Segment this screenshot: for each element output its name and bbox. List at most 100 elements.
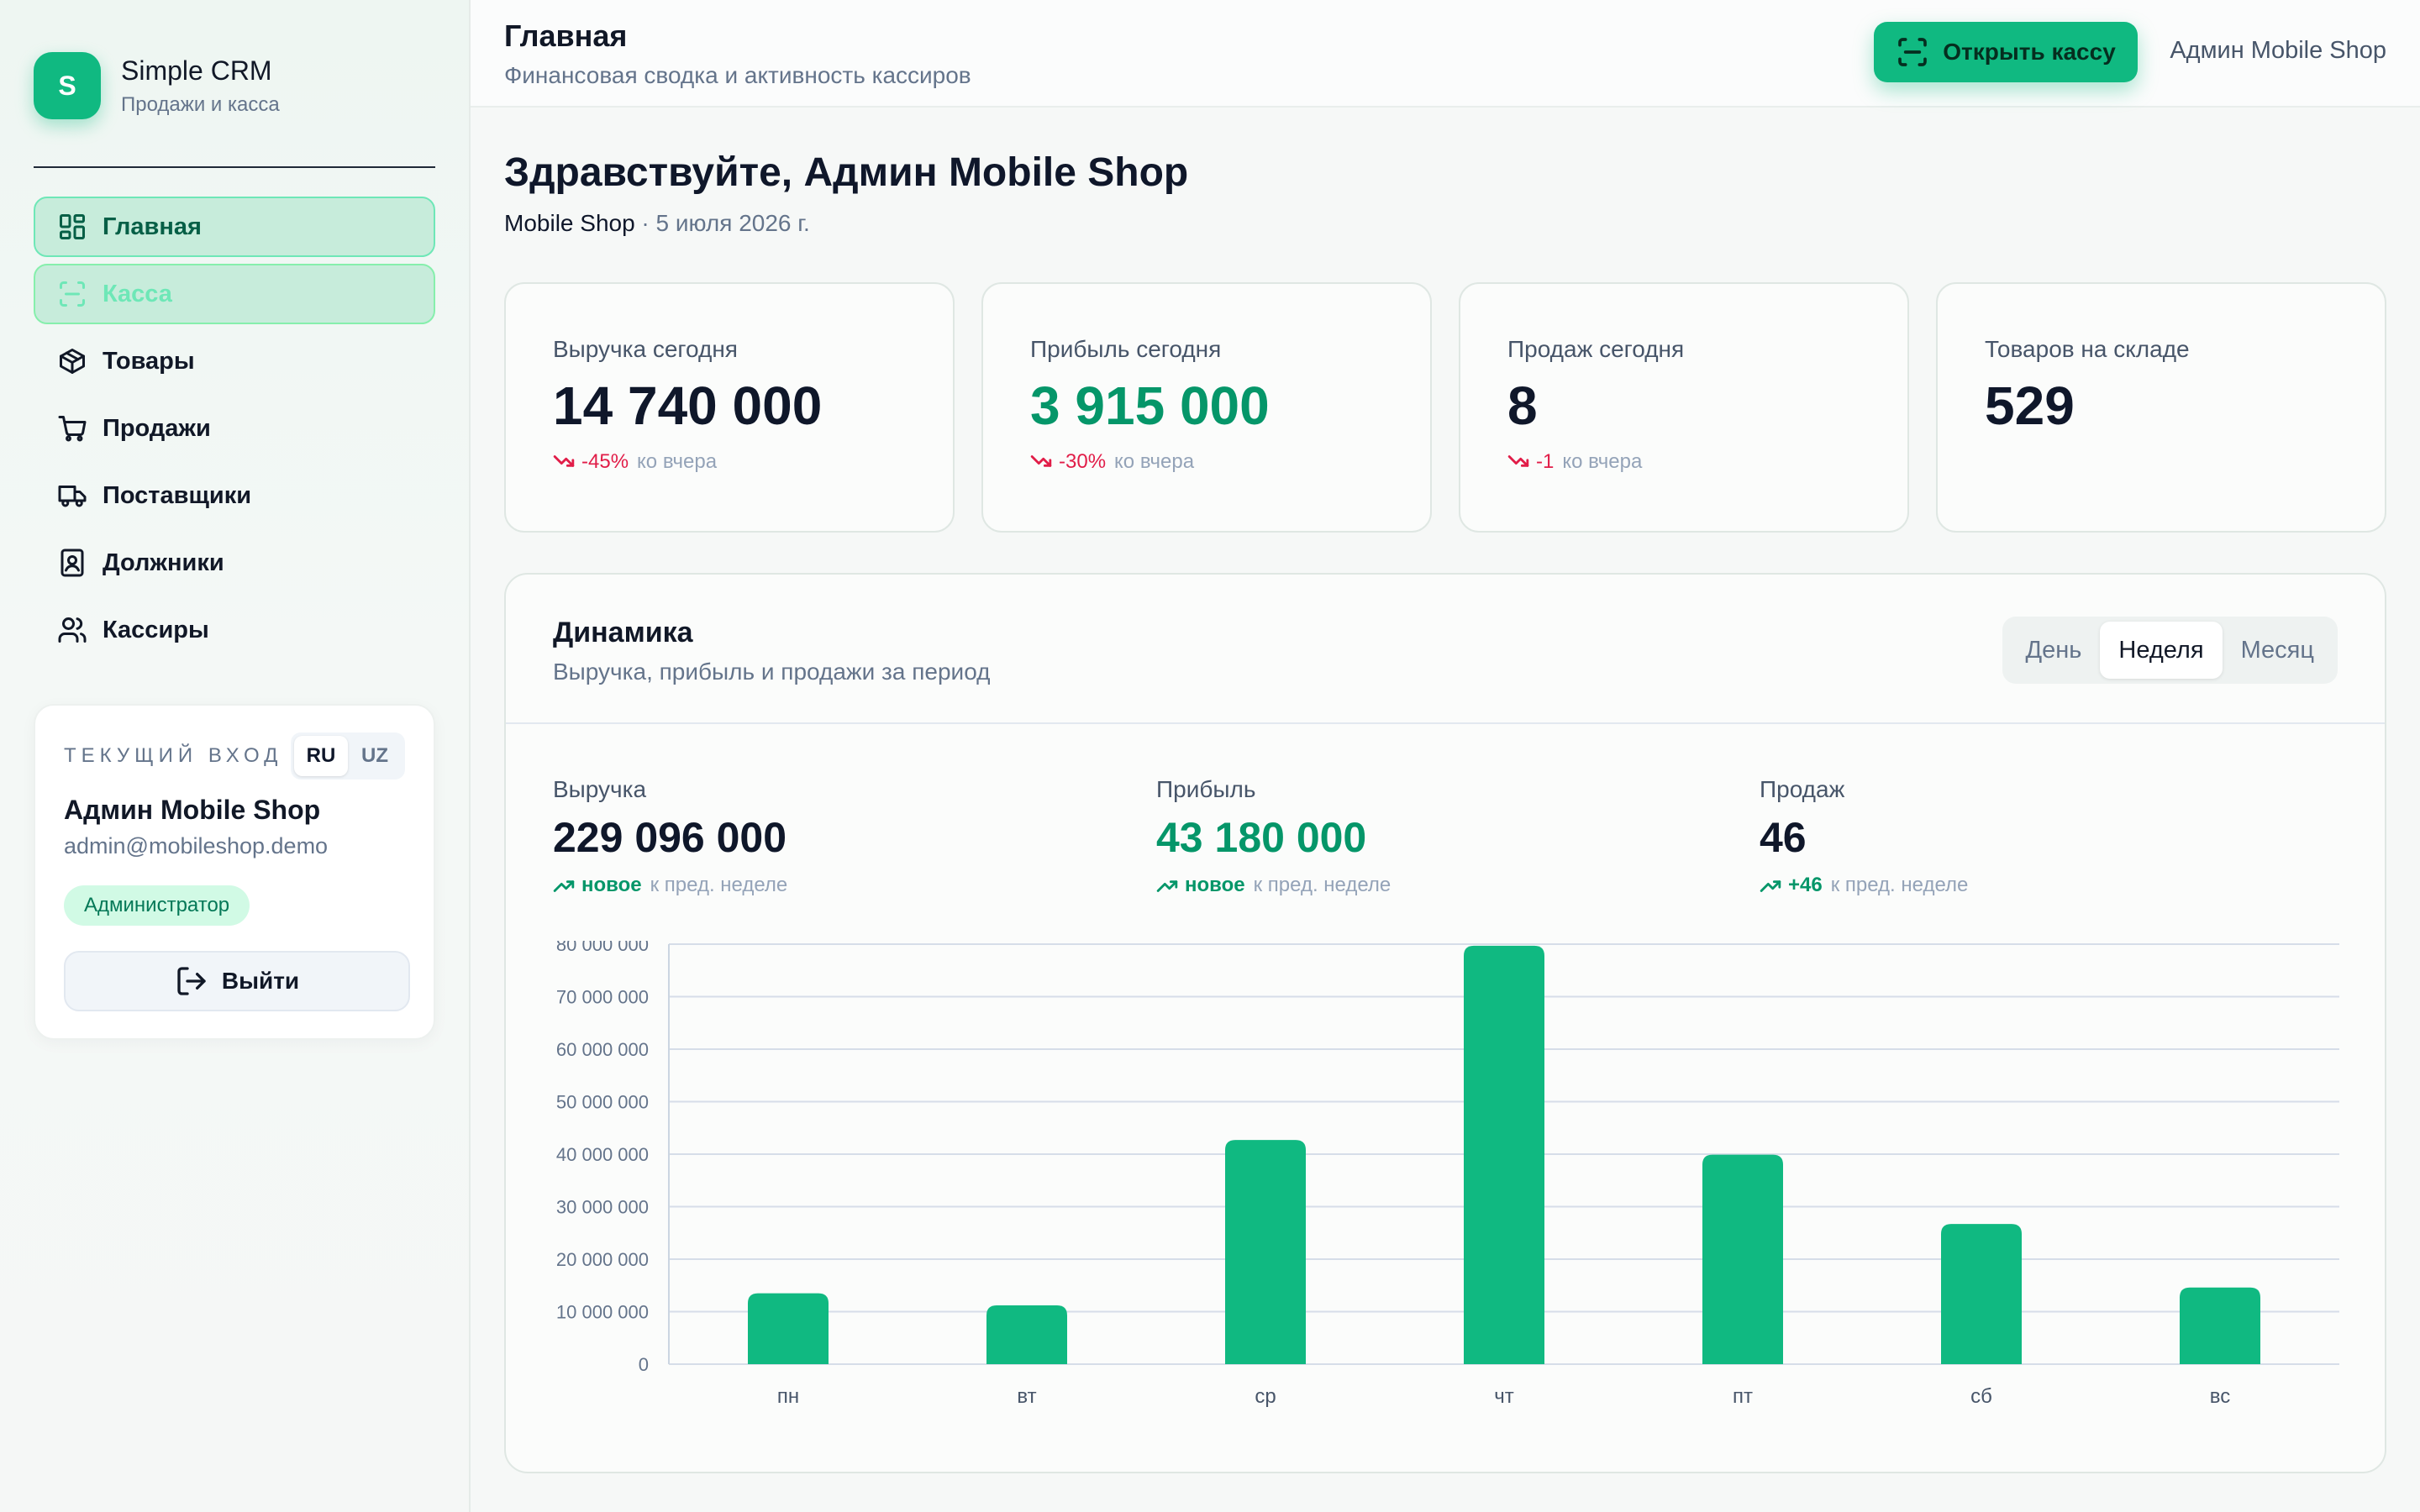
y-tick-label: 80 000 000 [556,941,649,955]
summary-delta-text: к пред. неделе [650,874,788,896]
sidebar-item-debtors[interactable]: Должники [34,533,435,593]
stat-delta-text: ко вчера [1562,450,1643,473]
stat-card-revenue: Выручка сегодня 14 740 000 -45% ко вчера [504,282,955,533]
brand-subtitle: Продажи и касса [121,92,280,116]
open-cash-button[interactable]: Открыть кассу [1874,22,2138,82]
x-tick-label: вс [2210,1385,2230,1408]
stat-label: Прибыль сегодня [1030,336,1222,362]
bar-пт[interactable] [1702,1154,1783,1364]
y-tick-label: 60 000 000 [556,1039,649,1060]
y-tick-label: 30 000 000 [556,1197,649,1218]
language-switch: RU UZ [291,732,405,780]
summary-sales: Продаж 46 +46 к пред. неделе [1760,776,1968,897]
current-date: · 5 июля 2026 г. [634,210,810,236]
sidebar-item-suppliers[interactable]: Поставщики [34,465,435,526]
current-login-card: ТЕКУЩИЙ ВХОД RU UZ Админ Mobile Shop adm… [34,704,435,1040]
summary-value: 229 096 000 [553,814,787,861]
dynamics-subtitle: Выручка, прибыль и продажи за период [553,659,991,685]
trend-up-icon [1156,880,1178,892]
y-tick-label: 50 000 000 [556,1092,649,1113]
summary-delta: новое к пред. неделе [553,874,787,897]
period-month-tab[interactable]: Месяц [2240,636,2314,664]
stat-delta: -30% ко вчера [1030,450,1194,474]
language-ru-button[interactable]: RU [294,736,348,776]
y-tick-label: 70 000 000 [556,987,649,1008]
period-switch: День Неделя Месяц [2002,617,2338,684]
x-tick-label: ср [1255,1385,1276,1408]
y-tick-label: 10 000 000 [556,1302,649,1323]
sidebar-item-label: Кассиры [103,616,209,643]
summary-label: Продаж [1760,776,1845,802]
bar-пн[interactable] [748,1293,829,1364]
summary-delta-text: к пред. неделе [1253,874,1392,896]
sidebar-item-products[interactable]: Товары [34,331,435,391]
stat-delta-text: ко вчера [637,450,718,473]
stat-label: Выручка сегодня [553,336,738,362]
login-caption: ТЕКУЩИЙ ВХОД [64,744,283,767]
stat-delta-value: -45% [581,450,629,473]
weekly-bar-chart: 0 10 000 000 20 000 000 30 000 000 40 000 00… [556,941,2339,1408]
stat-delta-value: -1 [1536,450,1555,473]
summary-label: Прибыль [1156,776,1256,802]
period-week-tab[interactable]: Неделя [2100,622,2223,679]
trend-down-icon [553,455,575,467]
logout-button[interactable]: Выйти [64,951,410,1011]
sidebar-item-cashiers[interactable]: Кассиры [34,600,435,660]
bar-чт[interactable] [1464,945,1544,1364]
summary-delta-value: новое [1185,874,1245,896]
brand[interactable]: S Simple CRM Продажи и касса [34,52,280,119]
stat-label: Продаж сегодня [1507,336,1685,362]
summary-delta-value: новое [581,874,642,896]
x-tick-label: сб [1970,1385,1992,1408]
greeting-title: Здравствуйте, Админ Mobile Shop [504,150,1189,195]
top-user-name[interactable]: Админ Mobile Shop [2170,37,2386,64]
x-tick-label: чт [1494,1385,1514,1408]
summary-profit: Прибыль 43 180 000 новое к пред. неделе [1156,776,1391,897]
x-tick-label: пт [1733,1385,1753,1408]
sidebar-item-label: Товары [103,347,195,375]
bar-ср[interactable] [1225,1140,1306,1364]
y-tick-label: 20 000 000 [556,1249,649,1270]
users-icon [55,613,89,647]
x-tick-label: вт [1017,1385,1036,1408]
page-subtitle: Финансовая сводка и активность кассиров [504,62,971,88]
contact-book-icon [55,546,89,580]
summary-value: 43 180 000 [1156,814,1367,861]
stat-value: 8 [1507,375,1538,436]
x-tick-label: пн [777,1385,799,1408]
topbar: Главная Финансовая сводка и активность к… [471,0,2420,108]
stat-delta-value: -30% [1059,450,1107,473]
role-badge: Администратор [64,885,250,926]
summary-revenue: Выручка 229 096 000 новое к пред. неделе [553,776,787,897]
sidebar: S Simple CRM Продажи и касса Главная Кас… [0,0,471,1512]
dynamics-card: Динамика Выручка, прибыль и продажи за п… [504,573,2386,1473]
sidebar-item-label: Продажи [103,414,211,442]
summary-delta-text: к пред. неделе [1830,874,1969,896]
shop-name: Mobile Shop [504,210,635,236]
y-tick-label: 0 [639,1354,649,1375]
bar-вс[interactable] [2180,1287,2260,1364]
period-day-tab[interactable]: День [2025,636,2082,664]
sidebar-item-home[interactable]: Главная [34,197,435,257]
sidebar-item-sales[interactable]: Продажи [34,398,435,459]
summary-delta-value: +46 [1788,874,1823,896]
brand-name: Simple CRM [121,55,272,86]
sidebar-item-label: Касса [103,280,172,307]
sidebar-item-label: Должники [103,549,224,576]
bar-сб[interactable] [1941,1224,2022,1364]
y-tick-label: 40 000 000 [556,1144,649,1165]
logout-icon [177,967,206,995]
dashboard-icon [55,210,89,244]
sidebar-divider [34,166,435,168]
bar-вт[interactable] [986,1305,1067,1364]
summary-delta: +46 к пред. неделе [1760,874,1968,897]
cart-icon [55,412,89,445]
sidebar-item-label: Главная [103,213,202,240]
stat-delta-text: ко вчера [1114,450,1195,473]
scan-icon [1898,38,1928,66]
trend-up-icon [553,880,575,892]
stat-value: 3 915 000 [1030,375,1270,436]
language-uz-button[interactable]: UZ [361,744,388,767]
sidebar-item-cash[interactable]: Касса [34,264,435,324]
stat-value: 529 [1985,375,2075,436]
